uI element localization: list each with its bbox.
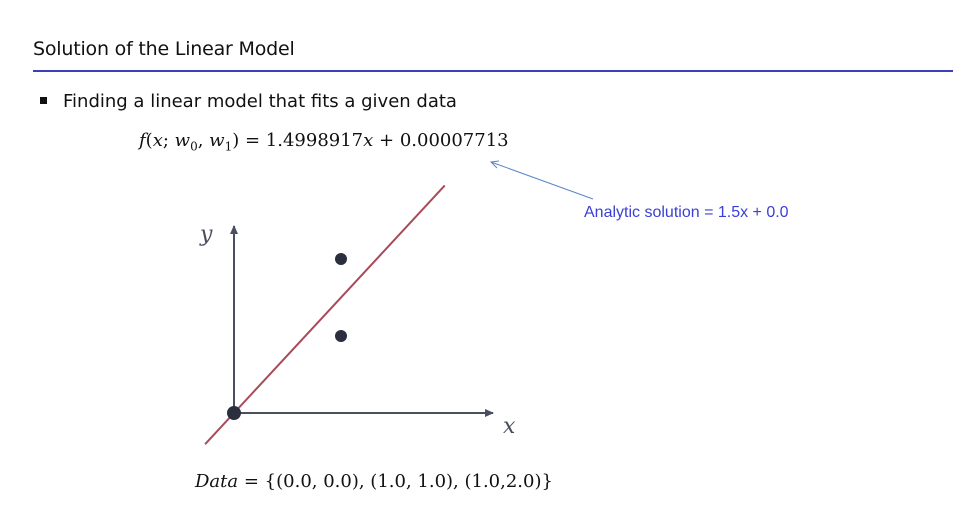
formula-w0-sub: 0 — [190, 139, 198, 154]
formula-slope: = 1.4998917 — [239, 130, 364, 151]
formula-sep2: , — [197, 130, 210, 151]
data-set-expression: Data = {(0.0, 0.0), (1.0, 1.0), (1.0,2.0… — [195, 471, 553, 492]
slide-title: Solution of the Linear Model — [33, 38, 295, 60]
formula-sep1: ; — [162, 130, 175, 151]
title-divider — [33, 70, 953, 72]
bullet-text: Finding a linear model that fits a given… — [63, 91, 457, 112]
formula-w0: w — [174, 130, 191, 151]
formula-paren-close: ) — [232, 130, 240, 151]
fit-line — [204, 184, 446, 445]
formula-intercept: + 0.00007713 — [373, 130, 509, 151]
model-formula: f(x; w0, w1) = 1.4998917x + 0.00007713 — [139, 130, 509, 154]
formula-w1-sub: 1 — [224, 139, 233, 154]
formula-func: f — [139, 130, 146, 151]
analytic-solution-annotation: Analytic solution = 1.5x + 0.0 — [584, 204, 789, 221]
bullet-square-icon — [40, 96, 47, 104]
data-label: Data — [195, 471, 239, 492]
data-point — [335, 330, 347, 342]
data-point — [227, 406, 241, 420]
data-points — [227, 253, 347, 420]
annotation-arrow-head — [489, 160, 500, 169]
formula-rhs-x: x — [363, 130, 374, 151]
data-values: = {(0.0, 0.0), (1.0, 1.0), (1.0,2.0)} — [238, 471, 553, 492]
formula-x: x — [152, 130, 163, 151]
y-axis-label: y — [199, 222, 213, 247]
bullet-item: Finding a linear model that fits a given… — [40, 91, 457, 112]
annotation-arrow — [490, 161, 594, 200]
x-axis-label: x — [503, 414, 516, 439]
data-point — [335, 253, 347, 265]
formula-paren-open: ( — [145, 130, 153, 151]
formula-w1: w — [209, 130, 225, 151]
